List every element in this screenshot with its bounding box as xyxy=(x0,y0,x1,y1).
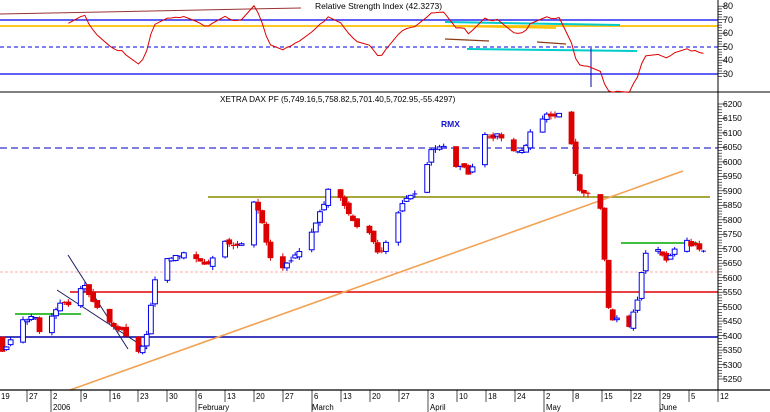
svg-text:18: 18 xyxy=(488,392,497,401)
svg-text:30: 30 xyxy=(723,69,733,79)
svg-text:20: 20 xyxy=(256,392,265,401)
svg-text:24: 24 xyxy=(517,392,526,401)
svg-text:20: 20 xyxy=(372,392,381,401)
svg-text:22: 22 xyxy=(633,392,642,401)
svg-text:6: 6 xyxy=(314,392,318,401)
svg-text:9: 9 xyxy=(83,392,87,401)
svg-text:3: 3 xyxy=(430,392,434,401)
svg-text:6150: 6150 xyxy=(723,113,742,123)
svg-text:27: 27 xyxy=(401,392,410,401)
svg-text:16: 16 xyxy=(112,392,121,401)
svg-text:13: 13 xyxy=(343,392,352,401)
svg-text:March: March xyxy=(312,403,334,412)
svg-text:Relative Strength Index (42.32: Relative Strength Index (42.3273) xyxy=(315,1,442,11)
svg-text:15: 15 xyxy=(604,392,613,401)
svg-text:8: 8 xyxy=(575,392,579,401)
svg-text:February: February xyxy=(198,403,229,412)
svg-text:RMX: RMX xyxy=(441,119,460,129)
svg-text:XETRA DAX PF (5,749.16,5,758.8: XETRA DAX PF (5,749.16,5,758.82,5,701.40… xyxy=(220,95,456,104)
svg-text:30: 30 xyxy=(169,392,178,401)
svg-text:10: 10 xyxy=(459,392,468,401)
svg-text:5500: 5500 xyxy=(723,302,742,312)
svg-text:April: April xyxy=(430,403,446,412)
svg-text:5: 5 xyxy=(691,392,696,401)
svg-text:29: 29 xyxy=(662,392,671,401)
svg-text:27: 27 xyxy=(285,392,294,401)
svg-text:12: 12 xyxy=(720,392,729,401)
svg-text:2: 2 xyxy=(53,392,57,401)
svg-text:5400: 5400 xyxy=(723,331,742,341)
svg-text:23: 23 xyxy=(140,392,149,401)
svg-text:May: May xyxy=(546,403,561,412)
svg-text:2: 2 xyxy=(546,392,550,401)
svg-text:6050: 6050 xyxy=(723,142,742,152)
svg-text:5950: 5950 xyxy=(723,171,742,181)
svg-text:5300: 5300 xyxy=(723,360,742,370)
svg-text:6: 6 xyxy=(198,392,202,401)
svg-text:June: June xyxy=(660,403,677,412)
svg-text:27: 27 xyxy=(29,392,38,401)
svg-text:19: 19 xyxy=(1,392,10,401)
svg-text:2006: 2006 xyxy=(53,403,70,412)
svg-text:13: 13 xyxy=(227,392,236,401)
